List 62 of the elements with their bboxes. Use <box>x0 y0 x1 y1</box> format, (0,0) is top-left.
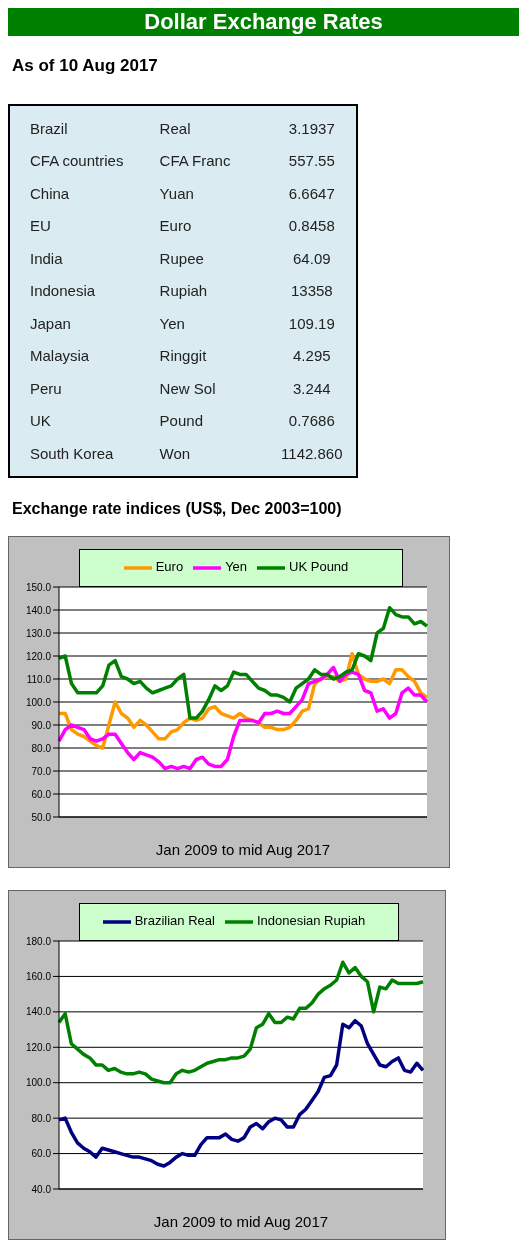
category-label: Rupee <box>159 249 204 267</box>
y-tick-label: 60.0 <box>31 1147 52 1159</box>
y-tick-label: 140.0 <box>25 604 52 616</box>
category-label: UK <box>29 412 52 430</box>
y-tick-label: 60.0 <box>31 788 52 800</box>
category-label: CFA countries <box>29 152 125 170</box>
text: 4.295 <box>293 347 331 365</box>
y-tick-label: 50.0 <box>31 811 52 823</box>
legend-label: Euro <box>155 558 184 574</box>
text: 557.55 <box>288 152 335 170</box>
category-label: CFA Franc <box>159 152 231 170</box>
legend-label: Brazilian Real <box>134 912 215 928</box>
text: 3.244 <box>293 379 331 397</box>
text: As of 10 Aug 2017 <box>12 56 159 76</box>
category-label: India <box>29 249 64 267</box>
text: 109.19 <box>288 314 335 332</box>
category-label: Rupiah <box>159 282 208 300</box>
text: 64.09 <box>293 249 331 267</box>
text: 0.7686 <box>288 412 335 430</box>
category-label: Pound <box>159 412 203 430</box>
x-axis-title: Jan 2009 to mid Aug 2017 <box>155 840 331 858</box>
legend-label: Indonesian Rupiah <box>256 912 366 928</box>
x-axis-title: Jan 2009 to mid Aug 2017 <box>153 1212 329 1230</box>
y-tick-label: 160.0 <box>25 970 52 982</box>
y-tick-label: 140.0 <box>25 1005 52 1017</box>
y-tick-label: 150.0 <box>25 581 52 593</box>
y-tick-label: 80.0 <box>31 1112 52 1124</box>
y-tick-label: 180.0 <box>25 935 52 947</box>
text: 1142.860 <box>281 444 343 462</box>
category-label: Euro <box>159 217 192 235</box>
category-label: Japan <box>29 314 72 332</box>
legend-label: Yen <box>225 558 248 574</box>
category-label: Yen <box>159 314 185 332</box>
text: 3.1937 <box>288 119 335 137</box>
y-tick-label: 90.0 <box>31 719 52 731</box>
category-label: South Korea <box>29 444 115 462</box>
text: Dollar Exchange Rates <box>8 8 519 36</box>
chart-title: Exchange rate indices (US$, Dec 2003=100) <box>12 499 343 518</box>
y-tick-label: 100.0 <box>25 696 52 708</box>
category-label: Real <box>159 119 191 137</box>
category-label: Yuan <box>159 184 194 202</box>
text: 13358 <box>290 282 333 300</box>
y-tick-label: 40.0 <box>31 1183 52 1195</box>
text: 0.8458 <box>288 217 335 235</box>
y-tick-label: 100.0 <box>25 1076 52 1088</box>
category-label: Indonesia <box>29 282 97 300</box>
category-label: Brazil <box>29 119 69 137</box>
category-label: Malaysia <box>29 347 91 365</box>
y-tick-label: 70.0 <box>31 765 52 777</box>
text: 6.6647 <box>288 184 335 202</box>
y-tick-label: 120.0 <box>25 1041 52 1053</box>
category-label: Ringgit <box>159 347 207 365</box>
category-label: EU <box>29 217 52 235</box>
y-tick-label: 110.0 <box>26 673 52 685</box>
y-tick-label: 80.0 <box>31 742 52 754</box>
category-label: Peru <box>29 379 63 397</box>
y-tick-label: 130.0 <box>25 627 52 639</box>
y-tick-label: 120.0 <box>25 650 52 662</box>
legend-label: UK Pound <box>289 558 349 574</box>
category-label: Won <box>159 444 191 462</box>
category-label: China <box>29 184 71 202</box>
category-label: New Sol <box>159 379 216 397</box>
